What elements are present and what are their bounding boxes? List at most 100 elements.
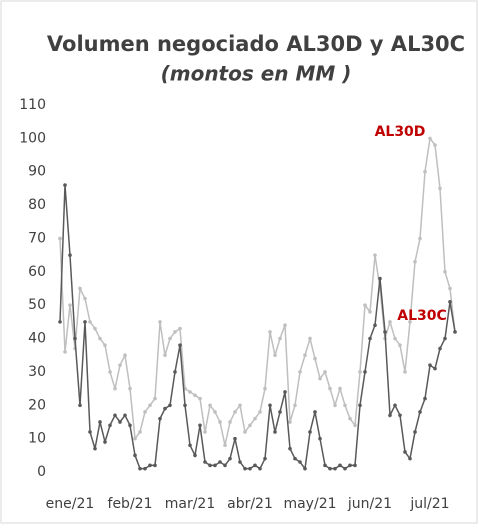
point [258, 410, 262, 414]
point [153, 463, 157, 468]
point [453, 330, 457, 334]
point [223, 463, 227, 468]
point [243, 466, 247, 471]
point [343, 403, 347, 408]
point [353, 423, 357, 428]
point [128, 386, 132, 391]
point [158, 320, 162, 324]
point [438, 186, 442, 191]
point [243, 430, 247, 434]
point [423, 396, 427, 401]
point [188, 390, 192, 394]
point [363, 303, 367, 307]
point [348, 416, 352, 421]
point [328, 466, 332, 471]
point [328, 386, 332, 391]
point [433, 366, 437, 371]
y-tick-label: 110 [19, 97, 46, 113]
point [208, 463, 212, 468]
point [388, 320, 392, 324]
point [213, 463, 217, 468]
point [438, 346, 442, 351]
x-tick-label: mar/21 [165, 496, 216, 512]
point [78, 286, 82, 291]
point [173, 370, 177, 374]
y-tick-label: 40 [28, 331, 46, 347]
point [178, 343, 182, 348]
point [383, 330, 387, 334]
point [318, 436, 322, 441]
point [233, 436, 237, 441]
point [203, 460, 207, 464]
point [133, 453, 137, 458]
point [433, 143, 437, 147]
point [63, 183, 67, 187]
point [83, 296, 87, 301]
chart-title: Volumen negociado AL30D y AL30C [47, 32, 465, 56]
point [418, 410, 422, 414]
point [443, 336, 447, 341]
point [163, 353, 167, 358]
annotation: AL30C [397, 308, 447, 324]
y-tick-label: 20 [28, 397, 46, 413]
point [258, 466, 262, 471]
point [368, 336, 372, 341]
point [98, 336, 102, 341]
point [103, 440, 107, 444]
point [123, 413, 127, 418]
point [268, 330, 272, 334]
y-tick-label: 80 [28, 197, 46, 213]
point [343, 466, 347, 471]
y-tick-label: 10 [28, 431, 46, 447]
point [133, 436, 137, 441]
point [208, 403, 212, 408]
point [98, 420, 102, 424]
point [253, 416, 257, 421]
point [423, 169, 427, 174]
point [318, 376, 322, 381]
point [273, 353, 277, 358]
point [393, 403, 397, 408]
point [128, 423, 132, 428]
point [148, 463, 152, 468]
point [103, 343, 107, 348]
x-tick-label: jun/21 [347, 496, 392, 512]
point [398, 413, 402, 418]
point [323, 463, 327, 468]
point [313, 410, 317, 414]
x-tick-label: ene/21 [46, 496, 95, 512]
point [408, 320, 412, 324]
point [118, 363, 122, 368]
point [298, 370, 302, 374]
point [248, 466, 252, 471]
point [198, 423, 202, 428]
point [363, 370, 367, 374]
point [418, 236, 422, 241]
point [288, 420, 292, 424]
point [158, 416, 162, 421]
point [378, 276, 382, 281]
point [358, 370, 362, 374]
point [238, 460, 242, 464]
point [93, 326, 97, 331]
chart-subtitle: (montos en MM ) [161, 62, 352, 86]
point [198, 396, 202, 401]
point [193, 393, 197, 398]
point [168, 403, 172, 408]
point [63, 350, 67, 354]
point [58, 236, 62, 241]
point [283, 390, 287, 394]
point [183, 403, 187, 408]
point [448, 300, 452, 304]
series-line [59, 136, 456, 446]
point [408, 456, 412, 461]
point [113, 413, 117, 418]
point [368, 310, 372, 314]
point [168, 336, 172, 341]
y-tick-label: 100 [19, 130, 46, 146]
point [68, 253, 72, 257]
point [228, 420, 232, 424]
point [88, 430, 92, 434]
point [373, 253, 377, 257]
point [338, 463, 342, 468]
